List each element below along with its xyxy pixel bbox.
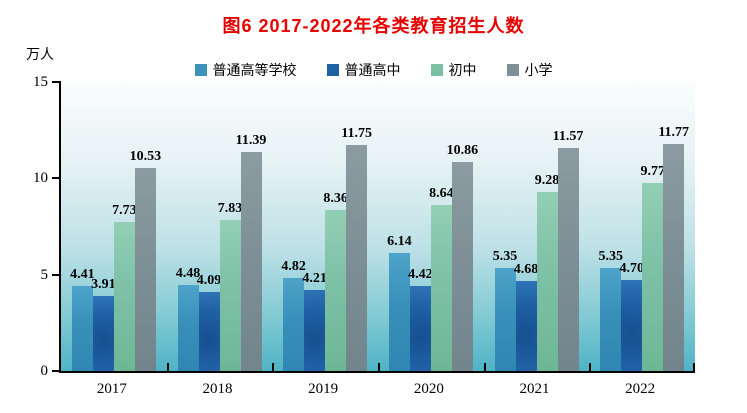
bar: 4.09 xyxy=(197,273,221,371)
x-axis-tick xyxy=(693,363,695,371)
y-axis-tick-label: 5 xyxy=(40,266,49,283)
bar: 4.70 xyxy=(619,261,644,371)
x-axis-tick-label: 2022 xyxy=(625,381,656,397)
y-axis-tick-label: 0 xyxy=(40,363,49,379)
bar: 11.57 xyxy=(553,129,583,371)
bar: 8.64 xyxy=(429,186,454,371)
bar-value-label: 4.21 xyxy=(302,270,327,286)
y-axis-tick-label: 15 xyxy=(33,74,48,90)
bar-groups: 4.41 3.91 7.73 10.53 4.48 4.09 7.83 11.39 4.82 4.… xyxy=(61,82,695,371)
bar-group: 5.35 4.68 9.28 11.57 xyxy=(484,82,590,371)
bar-group: 4.48 4.09 7.83 11.39 xyxy=(167,82,273,371)
x-axis-tick xyxy=(272,363,275,371)
legend-label: 普通高等学校 xyxy=(212,62,297,78)
legend: 普通高等学校 普通高中 初中 小学 xyxy=(0,60,747,80)
bar: 7.83 xyxy=(218,201,242,371)
y-axis-tick xyxy=(52,273,61,276)
bar-value-label: 5.35 xyxy=(598,248,623,264)
bar: 5.35 xyxy=(598,249,623,371)
legend-label: 初中 xyxy=(448,62,477,78)
bar-value-label: 4.68 xyxy=(513,261,539,277)
legend-swatch-icon xyxy=(194,64,207,76)
bar-group: 4.41 3.91 7.73 10.53 xyxy=(61,82,167,371)
legend-item: 初中 xyxy=(430,60,477,80)
bar-value-label: 10.86 xyxy=(446,142,479,158)
x-axis-tick-label: 2018 xyxy=(202,381,233,397)
x-axis-tick xyxy=(378,363,380,371)
bar-value-label: 4.42 xyxy=(408,266,433,282)
x-axis-tick-label: 2017 xyxy=(96,381,127,397)
bar-value-label: 8.64 xyxy=(429,185,454,201)
legend-swatch-icon xyxy=(326,64,339,76)
bar-value-label: 9.28 xyxy=(534,173,560,189)
bar: 10.86 xyxy=(447,143,478,371)
x-axis-tick xyxy=(483,363,486,371)
x-axis-tick-label: 2021 xyxy=(519,381,550,397)
bar-value-label: 4.82 xyxy=(281,259,306,275)
bar-value-label: 10.53 xyxy=(129,149,162,165)
bar-value-label: 6.14 xyxy=(387,233,412,249)
plot-area: 4.41 3.91 7.73 10.53 4.48 4.09 7.83 11.39 4.82 4.… xyxy=(52,81,695,373)
bar: 9.28 xyxy=(535,173,559,371)
legend-label: 普通高中 xyxy=(344,62,401,78)
legend-item: 小学 xyxy=(506,60,553,80)
y-axis-tick xyxy=(52,177,61,180)
bar: 4.41 xyxy=(70,267,95,371)
bar-value-label: 11.39 xyxy=(235,132,267,148)
bar-value-label: 4.48 xyxy=(175,265,201,281)
x-axis-tick xyxy=(589,363,592,371)
bar-group: 4.82 4.21 8.36 11.75 xyxy=(272,82,378,371)
bar: 11.75 xyxy=(341,126,372,371)
bar: 4.48 xyxy=(176,266,200,371)
legend-label: 小学 xyxy=(524,62,553,78)
bar-value-label: 7.83 xyxy=(217,201,243,217)
x-axis-tick xyxy=(166,363,169,371)
bar: 9.77 xyxy=(640,164,665,371)
legend-item: 普通高等学校 xyxy=(194,60,297,80)
bar: 6.14 xyxy=(387,234,412,371)
legend-swatch-icon xyxy=(430,64,443,76)
legend-swatch-icon xyxy=(506,64,519,76)
bar: 11.77 xyxy=(658,125,689,371)
bar: 3.91 xyxy=(91,277,116,371)
bar-value-label: 11.75 xyxy=(341,125,373,141)
bar-value-label: 9.77 xyxy=(640,163,665,179)
x-axis-tick-label: 2020 xyxy=(413,381,444,397)
y-axis-tick-label: 10 xyxy=(33,170,48,187)
bar: 8.36 xyxy=(323,191,348,371)
y-axis-tick xyxy=(52,370,61,372)
bar: 4.82 xyxy=(281,259,306,371)
bar: 5.35 xyxy=(493,249,517,371)
bar: 4.42 xyxy=(408,267,433,371)
x-axis-tick-label: 2019 xyxy=(308,381,339,397)
bar: 4.68 xyxy=(514,262,538,371)
bar-value-label: 4.41 xyxy=(70,267,95,283)
bar-group: 6.14 4.42 8.64 10.86 xyxy=(378,82,484,371)
y-axis-tick xyxy=(52,81,61,83)
bar-value-label: 3.91 xyxy=(91,276,116,292)
bar-value-label: 5.35 xyxy=(492,248,518,264)
bar-value-label: 11.57 xyxy=(552,129,584,145)
bar: 7.73 xyxy=(112,203,137,371)
bar-value-label: 8.36 xyxy=(323,190,348,206)
bar-value-label: 7.73 xyxy=(112,203,137,219)
bar-value-label: 4.70 xyxy=(619,261,644,277)
bar: 10.53 xyxy=(130,149,161,371)
bar-value-label: 4.09 xyxy=(196,273,222,289)
bar-value-label: 11.77 xyxy=(658,125,690,141)
y-axis-unit-label: 万人 xyxy=(26,46,54,62)
bar: 11.39 xyxy=(236,133,266,371)
chart-title: 图6 2017-2022年各类教育招生人数 xyxy=(222,16,525,36)
bar: 4.21 xyxy=(302,271,327,371)
bar-group: 5.35 4.70 9.77 11.77 xyxy=(589,82,695,371)
legend-item: 普通高中 xyxy=(326,60,401,80)
